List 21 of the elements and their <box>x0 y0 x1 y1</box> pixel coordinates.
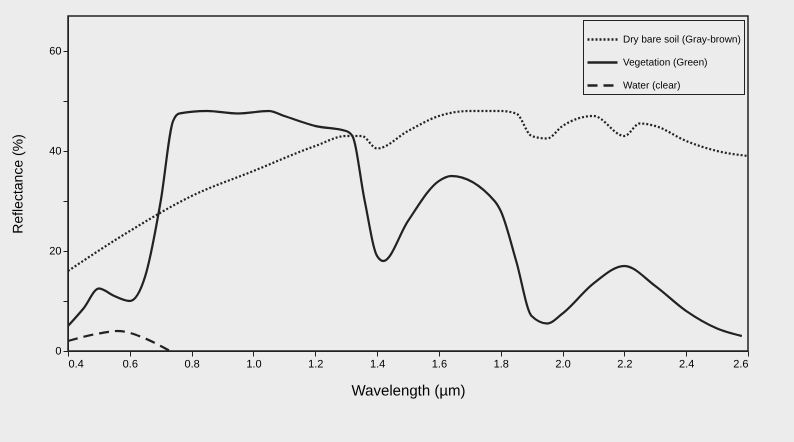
x-axis-title: Wavelength (µm) <box>352 382 466 400</box>
y-tick-label: 20 <box>49 246 62 258</box>
x-tick-label: 2.4 <box>679 358 694 370</box>
legend-label: Water (clear) <box>623 80 680 92</box>
y-tick-label: 40 <box>49 146 62 158</box>
x-tick-label: 1.2 <box>308 358 324 370</box>
x-tick-label: 2.2 <box>617 358 633 370</box>
legend-label: Dry bare soil (Gray-brown) <box>623 34 741 46</box>
x-tick-label: 2.0 <box>555 358 571 370</box>
y-axis-title: Reflectance (%) <box>9 134 26 234</box>
x-tick-label: 0.4 <box>68 358 84 370</box>
y-tick-label: 0 <box>55 346 62 358</box>
x-tick-label: 2.6 <box>733 358 748 370</box>
y-tick-label: 60 <box>49 46 62 58</box>
x-tick-label: 1.4 <box>370 358 386 370</box>
x-tick-label: 1.8 <box>494 358 509 370</box>
legend-label: Vegetation (Green) <box>623 58 708 68</box>
x-tick-label: 1.0 <box>246 358 262 370</box>
x-tick-label: 1.6 <box>432 358 448 370</box>
x-tick-label: 0.8 <box>184 358 200 370</box>
x-tick-label: 0.6 <box>122 358 138 370</box>
